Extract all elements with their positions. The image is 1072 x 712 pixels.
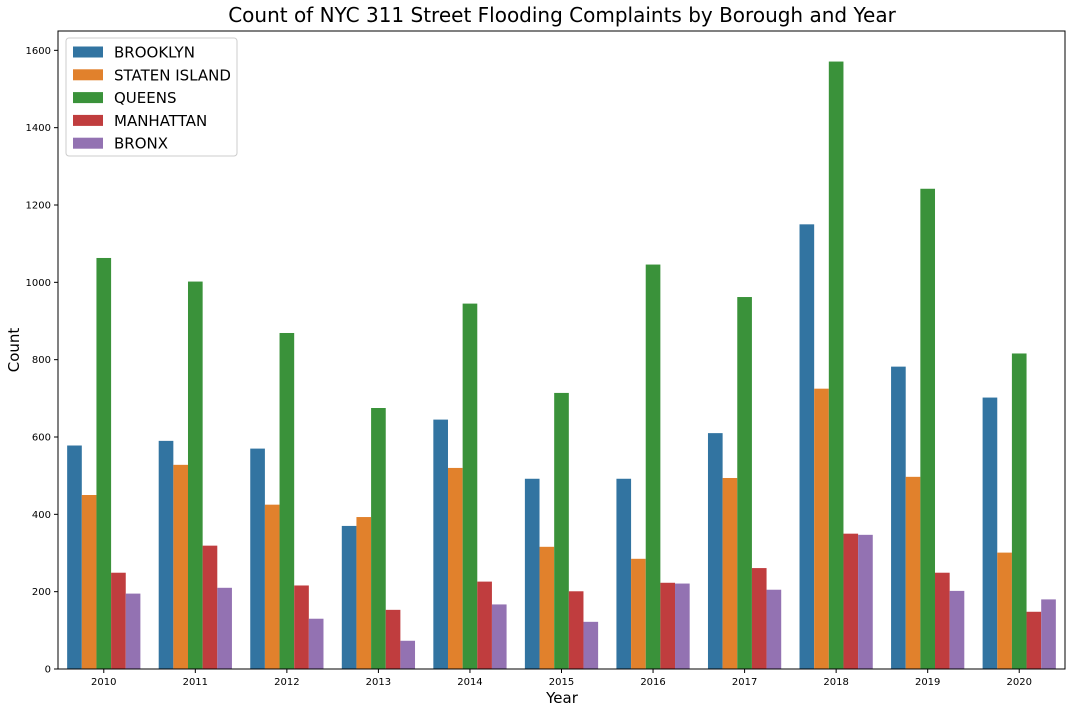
bar-queens-2017 — [737, 297, 752, 669]
bar-manhattan-2017 — [751, 568, 767, 669]
bar-brooklyn-2020 — [982, 397, 998, 669]
bar-manhattan-2012 — [294, 585, 309, 669]
y-tick-label: 1000 — [26, 278, 51, 289]
x-tick-label: 2016 — [640, 677, 665, 688]
plot-area — [67, 61, 1056, 670]
bar-staten-island-2012 — [264, 504, 280, 669]
x-tick-label: 2011 — [183, 677, 208, 688]
bar-staten-island-2014 — [447, 467, 463, 669]
legend-label-brooklyn: BROOKLYN — [114, 44, 195, 62]
x-axis-label: Year — [545, 689, 579, 707]
bar-brooklyn-2015 — [524, 478, 540, 669]
bar-queens-2016 — [645, 264, 661, 669]
y-tick-label: 600 — [32, 433, 51, 444]
chart-title: Count of NYC 311 Street Flooding Complai… — [228, 3, 896, 27]
bar-bronx-2014 — [491, 604, 507, 669]
y-tick-label: 1400 — [26, 123, 51, 134]
bar-queens-2011 — [187, 281, 203, 669]
bar-bronx-2013 — [400, 640, 416, 669]
bar-queens-2018 — [828, 61, 844, 670]
bar-queens-2019 — [920, 188, 936, 669]
bar-bronx-2020 — [1041, 599, 1056, 669]
legend-frame — [65, 37, 238, 157]
bar-manhattan-2011 — [202, 545, 218, 669]
bar-manhattan-2016 — [660, 582, 676, 669]
y-tick-label: 200 — [32, 587, 51, 598]
bar-bronx-2012 — [308, 618, 324, 669]
bar-staten-island-2016 — [631, 558, 646, 669]
bar-queens-2020 — [1011, 353, 1027, 669]
bar-manhattan-2018 — [843, 533, 859, 669]
bar-queens-2014 — [462, 303, 478, 669]
bar-brooklyn-2019 — [891, 366, 906, 669]
bar-queens-2015 — [554, 392, 569, 669]
y-tick-label: 1200 — [26, 201, 51, 212]
y-tick-label: 400 — [32, 510, 51, 521]
y-tick-label: 800 — [32, 355, 51, 366]
bar-staten-island-2018 — [814, 388, 829, 669]
bar-staten-island-2010 — [81, 495, 97, 669]
bar-bronx-2011 — [217, 587, 232, 669]
bar-bronx-2017 — [766, 589, 782, 669]
legend-swatch-manhattan — [73, 114, 103, 126]
x-tick-label: 2019 — [915, 677, 940, 688]
bar-manhattan-2015 — [568, 591, 584, 669]
bar-queens-2012 — [279, 332, 295, 669]
legend-label-manhattan: MANHATTAN — [114, 112, 207, 130]
legend-swatch-brooklyn — [73, 46, 103, 58]
legend-label-queens: QUEENS — [114, 89, 176, 107]
bar-brooklyn-2017 — [707, 433, 723, 669]
x-tick-label: 2015 — [549, 677, 574, 688]
bar-brooklyn-2013 — [341, 525, 357, 669]
bar-brooklyn-2012 — [250, 448, 265, 669]
x-tick-label: 2012 — [274, 677, 299, 688]
legend-swatch-staten-island — [73, 69, 103, 81]
x-tick-label: 2018 — [823, 677, 848, 688]
bar-staten-island-2011 — [173, 464, 188, 669]
bar-bronx-2015 — [583, 621, 599, 669]
bar-queens-2010 — [96, 257, 112, 669]
bar-bronx-2018 — [858, 534, 873, 669]
legend-swatch-bronx — [73, 137, 103, 149]
y-tick-label: 0 — [45, 665, 51, 676]
x-axis: 2010 2011 2012 2013 2014 2015 2016 2017 2018 2019… — [91, 669, 1032, 688]
bar-staten-island-2017 — [722, 477, 738, 669]
bar-manhattan-2010 — [111, 572, 126, 669]
bar-brooklyn-2011 — [158, 440, 174, 669]
legend-label-staten-island: STATEN ISLAND — [114, 66, 231, 84]
bar-queens-2013 — [371, 408, 386, 669]
legend: BROOKLYN STATEN ISLAND QUEENS MANHATTAN BRON… — [65, 37, 238, 157]
bar-manhattan-2020 — [1026, 611, 1042, 669]
x-tick-label: 2014 — [457, 677, 482, 688]
y-axis-label: Count — [5, 328, 23, 373]
x-tick-label: 2020 — [1007, 677, 1032, 688]
bar-brooklyn-2014 — [433, 419, 448, 669]
bar-bronx-2019 — [949, 590, 965, 669]
x-tick-label: 2010 — [91, 677, 116, 688]
bar-manhattan-2019 — [935, 572, 950, 669]
bar-staten-island-2013 — [356, 517, 372, 669]
x-tick-label: 2017 — [732, 677, 757, 688]
y-axis: 0 200 400 600 800 1000 1200 1400 1600 — [26, 46, 58, 676]
bar-staten-island-2015 — [539, 546, 555, 669]
bar-brooklyn-2018 — [799, 224, 815, 669]
bar-staten-island-2020 — [997, 552, 1012, 669]
bar-manhattan-2013 — [385, 609, 401, 669]
x-tick-label: 2013 — [366, 677, 391, 688]
bar-manhattan-2014 — [477, 581, 492, 669]
legend-label-bronx: BRONX — [114, 135, 168, 153]
bar-bronx-2010 — [125, 593, 141, 669]
bar-brooklyn-2016 — [616, 478, 632, 669]
legend-swatch-queens — [73, 92, 103, 104]
y-tick-label: 1600 — [26, 46, 51, 57]
bar-bronx-2016 — [675, 583, 690, 669]
bar-staten-island-2019 — [905, 476, 921, 669]
bar-brooklyn-2010 — [67, 445, 82, 669]
